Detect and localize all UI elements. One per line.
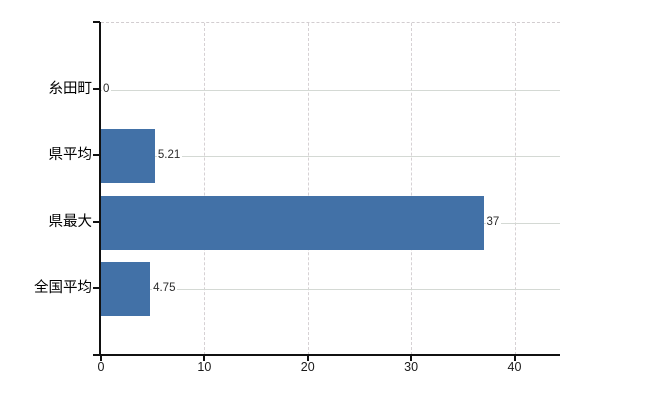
vertical-gridline bbox=[204, 23, 206, 355]
value-label: 4.75 bbox=[152, 281, 178, 297]
category-label: 糸田町 bbox=[48, 80, 93, 97]
x-axis-tick bbox=[203, 356, 206, 361]
x-tick-label: 30 bbox=[404, 360, 419, 374]
horizontal-gridline bbox=[101, 289, 560, 291]
bar bbox=[101, 195, 484, 250]
plot-area: 0 5.21 37 4.75 bbox=[101, 22, 560, 355]
y-axis-top-tick bbox=[93, 21, 100, 23]
horizontal-gridline bbox=[101, 89, 560, 91]
value-label: 37 bbox=[485, 214, 502, 230]
horizontal-gridline bbox=[101, 156, 560, 158]
category-label: 全国平均 bbox=[34, 280, 92, 297]
value-label: 0 bbox=[102, 81, 112, 97]
y-axis-tick bbox=[93, 154, 100, 157]
vertical-gridline bbox=[307, 23, 309, 355]
x-tick-label: 20 bbox=[300, 360, 315, 374]
vertical-gridline bbox=[514, 23, 516, 355]
x-axis-line bbox=[93, 354, 560, 356]
y-axis-tick bbox=[93, 87, 100, 90]
x-tick-label: 0 bbox=[97, 360, 105, 374]
category-label: 県最大 bbox=[48, 213, 93, 230]
x-axis-tick bbox=[306, 356, 309, 361]
y-axis-tick bbox=[93, 220, 100, 223]
x-axis-tick bbox=[100, 356, 102, 361]
bar bbox=[101, 262, 151, 317]
category-label: 県平均 bbox=[48, 147, 93, 164]
vertical-gridline bbox=[411, 23, 413, 355]
bar bbox=[101, 129, 155, 184]
y-axis-line bbox=[99, 22, 101, 355]
x-axis-tick bbox=[410, 356, 413, 361]
value-label: 5.21 bbox=[156, 148, 183, 164]
y-axis-tick bbox=[93, 287, 100, 290]
x-tick-label: 10 bbox=[197, 360, 212, 374]
x-axis-tick bbox=[513, 356, 516, 361]
x-tick-label: 40 bbox=[507, 360, 522, 374]
